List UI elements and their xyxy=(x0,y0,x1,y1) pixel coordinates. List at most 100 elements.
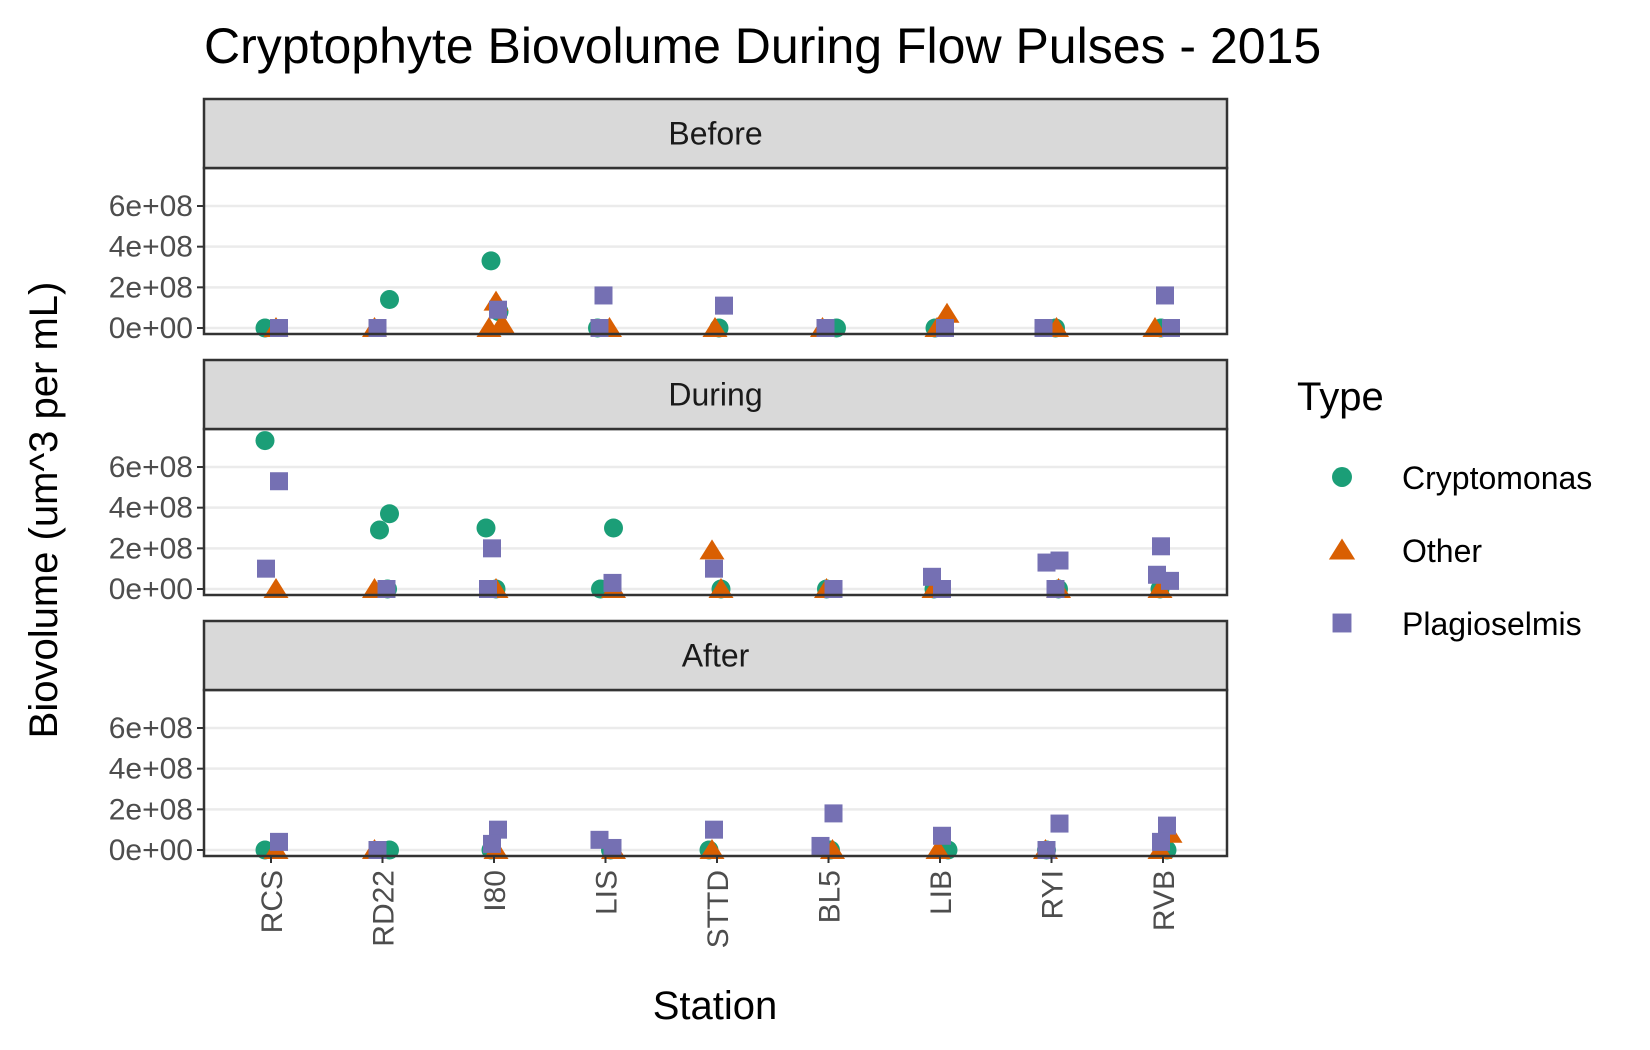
data-point-plagioselmis xyxy=(603,573,622,592)
facet-strip-label: After xyxy=(682,638,750,674)
y-tick-label: 2e+08 xyxy=(109,793,193,826)
panel-points xyxy=(255,804,1183,860)
y-tick-label: 6e+08 xyxy=(109,712,193,745)
legend-item-other: Other xyxy=(1328,533,1482,569)
data-point-plagioselmis xyxy=(811,836,830,855)
data-point-plagioselmis xyxy=(1152,537,1170,556)
panel-points xyxy=(255,431,1179,599)
data-point-other xyxy=(934,302,960,323)
data-point-cryptomonas xyxy=(481,251,501,271)
data-point-plagioselmis xyxy=(270,832,288,851)
x-axis: RCS RD22 I80 LIS STTD BL5 LIB RYI RVB xyxy=(256,856,1181,948)
data-point-plagioselmis xyxy=(715,296,733,315)
x-tick-label: LIB xyxy=(925,870,958,915)
data-point-plagioselmis xyxy=(1158,816,1176,835)
data-point-plagioselmis xyxy=(270,472,288,491)
data-point-plagioselmis xyxy=(483,834,501,853)
y-tick-label: 2e+08 xyxy=(109,271,193,304)
legend-item-cryptomonas: Cryptomonas xyxy=(1332,460,1592,496)
data-point-plagioselmis xyxy=(483,539,501,558)
legend: Type Cryptomonas Other Plagioselmis xyxy=(1297,375,1592,642)
data-point-other xyxy=(702,317,728,338)
data-point-plagioselmis xyxy=(824,804,843,823)
data-point-plagioselmis xyxy=(1162,319,1180,337)
x-tick-label: STTD xyxy=(702,870,735,948)
data-point-other xyxy=(476,317,502,338)
y-tick-label: 4e+08 xyxy=(109,492,193,525)
data-point-plagioselmis xyxy=(1156,286,1174,305)
facet-strip xyxy=(202,358,1229,431)
y-tick-label: 6e+08 xyxy=(109,190,193,223)
legend-key-plagioselmis xyxy=(1332,613,1352,633)
data-point-other xyxy=(263,578,289,599)
data-point-cryptomonas xyxy=(604,518,623,538)
legend-key-other xyxy=(1328,538,1356,560)
data-point-plagioselmis xyxy=(705,559,723,578)
facet-panel-during: 0e+00 2e+08 4e+08 6e+08 During xyxy=(109,358,1229,606)
data-point-plagioselmis xyxy=(377,580,396,598)
x-tick-label: RYI xyxy=(1037,870,1070,919)
data-point-plagioselmis xyxy=(1046,580,1065,598)
data-point-plagioselmis xyxy=(257,559,275,578)
x-tick-label: LIS xyxy=(591,870,624,915)
x-tick-label: RD22 xyxy=(368,870,401,947)
data-point-plagioselmis xyxy=(933,580,951,598)
y-tick-label: 4e+08 xyxy=(109,753,193,786)
data-point-plagioselmis xyxy=(1037,841,1056,859)
facet-strip-label: During xyxy=(668,377,762,413)
data-point-plagioselmis xyxy=(1037,553,1056,572)
y-tick-label: 4e+08 xyxy=(109,231,193,264)
x-axis-title: Station xyxy=(653,984,778,1028)
legend-key-cryptomonas xyxy=(1332,467,1352,487)
data-point-plagioselmis xyxy=(489,300,507,319)
facet-panel-after: 0e+00 2e+08 4e+08 6e+08 After xyxy=(109,619,1229,867)
facet-strip-label: Before xyxy=(668,116,762,152)
data-point-other xyxy=(1142,317,1168,338)
legend-title: Type xyxy=(1297,375,1384,419)
data-point-plagioselmis xyxy=(594,286,613,305)
data-point-other xyxy=(925,839,951,860)
data-point-plagioselmis xyxy=(1152,832,1170,851)
data-point-cryptomonas xyxy=(380,504,399,524)
data-point-plagioselmis xyxy=(1034,319,1053,337)
data-point-plagioselmis xyxy=(936,319,954,337)
data-point-other xyxy=(699,539,725,560)
legend-label: Plagioselmis xyxy=(1402,606,1582,642)
y-tick-label: 0e+00 xyxy=(109,312,193,345)
facet-strip xyxy=(202,97,1229,170)
x-tick-label: BL5 xyxy=(814,870,847,923)
data-point-plagioselmis xyxy=(816,319,835,337)
legend-item-plagioselmis: Plagioselmis xyxy=(1332,606,1582,642)
y-tick-label: 6e+08 xyxy=(109,451,193,484)
data-point-plagioselmis xyxy=(933,826,951,845)
x-tick-label: I80 xyxy=(479,870,512,912)
legend-label: Cryptomonas xyxy=(1402,460,1592,496)
data-point-plagioselmis xyxy=(479,580,497,598)
data-point-other xyxy=(708,578,734,599)
x-tick-label: RCS xyxy=(256,870,289,933)
data-point-plagioselmis xyxy=(489,820,507,839)
chart-title: Cryptophyte Biovolume During Flow Pulses… xyxy=(204,18,1321,74)
data-point-cryptomonas xyxy=(370,520,389,540)
x-tick-label: RVB xyxy=(1148,870,1181,931)
y-tick-label: 0e+00 xyxy=(109,834,193,867)
facet-strip xyxy=(202,619,1229,692)
legend-label: Other xyxy=(1402,533,1482,569)
data-point-other xyxy=(699,839,725,860)
data-point-other xyxy=(1147,578,1173,599)
y-tick-label: 2e+08 xyxy=(109,532,193,565)
data-point-plagioselmis xyxy=(368,319,387,337)
data-point-cryptomonas xyxy=(476,518,496,538)
data-point-plagioselmis xyxy=(603,838,622,857)
data-point-cryptomonas xyxy=(255,431,275,451)
data-point-plagioselmis xyxy=(824,580,843,598)
y-tick-label: 0e+00 xyxy=(109,573,193,606)
data-point-cryptomonas xyxy=(380,290,399,310)
data-point-plagioselmis xyxy=(368,841,387,859)
facet-panel-before: 0e+00 2e+08 4e+08 6e+08 Before xyxy=(109,97,1229,345)
data-point-plagioselmis xyxy=(1050,814,1069,833)
y-axis-title: Biovolume (um^3 per mL) xyxy=(22,282,66,739)
facet-panels: 0e+00 2e+08 4e+08 6e+08 Before 0e+00 2e+08 4e+0… xyxy=(109,97,1229,867)
data-point-plagioselmis xyxy=(270,319,288,337)
